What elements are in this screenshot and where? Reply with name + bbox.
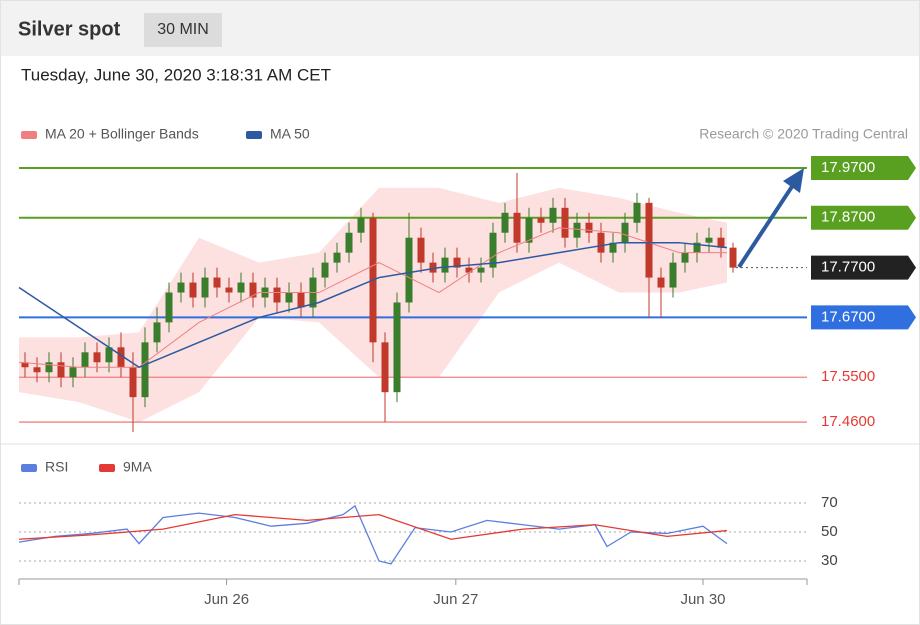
arrow-head: [783, 168, 804, 193]
candle-body: [633, 202, 641, 223]
candle-body: [441, 257, 449, 273]
credit: Research © 2020 Trading Central: [699, 126, 908, 142]
candle-body: [165, 292, 173, 323]
header-bar: [1, 1, 919, 56]
candle-body: [621, 222, 629, 243]
rsi-panel: 30 50 70 Jun 26 Jun 27 Jun 30 RSI 9MA: [18, 459, 838, 608]
timestamp: Tuesday, June 30, 2020 3:18:31 AM CET: [21, 65, 331, 84]
candle-body: [201, 277, 209, 298]
candle-body: [69, 367, 77, 378]
legend-swatch: [21, 464, 37, 472]
candle-body: [645, 202, 653, 278]
interval-label[interactable]: 30 MIN: [157, 21, 209, 38]
candle-body: [297, 292, 305, 308]
candle-body: [57, 362, 65, 378]
candle-body: [93, 352, 101, 363]
title: Silver spot: [18, 18, 121, 40]
candle-body: [417, 237, 425, 263]
x-tick-label: Jun 26: [204, 591, 249, 608]
price-panel: 17.9700 17.8700 17.7700 17.6700 17.5500 17.46…: [18, 126, 916, 433]
candle-body: [81, 352, 89, 368]
candle-body: [357, 217, 365, 233]
level-tag: [811, 155, 916, 180]
y-tick-label: 70: [821, 494, 838, 511]
candle-body: [597, 232, 605, 253]
level-tag: [811, 305, 916, 330]
candle-body: [453, 257, 461, 268]
level-tag: [811, 205, 916, 230]
candle-body: [681, 252, 689, 263]
candle-body: [477, 267, 485, 273]
level-label: 17.5500: [821, 368, 875, 385]
candle-body: [513, 212, 521, 243]
level-label: 17.6700: [821, 308, 875, 325]
rsi-line: [18, 513, 728, 540]
legend-label: MA 20 + Bollinger Bands: [45, 126, 199, 142]
candle-body: [393, 302, 401, 393]
candle-body: [321, 262, 329, 278]
candle-body: [693, 242, 701, 253]
candle-body: [345, 232, 353, 253]
candle-body: [669, 262, 677, 288]
candle-body: [381, 342, 389, 393]
candle-body: [45, 362, 53, 373]
level-label: 17.9700: [821, 159, 875, 176]
legend-swatch: [21, 131, 37, 139]
candle-body: [285, 292, 293, 303]
x-tick-label: Jun 27: [433, 591, 478, 608]
candle-body: [117, 347, 125, 368]
candle-body: [549, 207, 557, 223]
y-tick-label: 30: [821, 552, 838, 569]
legend-label: RSI: [45, 459, 68, 475]
candle-body: [561, 207, 569, 238]
arrow-shaft: [737, 183, 795, 269]
candle-body: [33, 367, 41, 373]
y-tick-label: 50: [821, 523, 838, 540]
candle-body: [609, 242, 617, 253]
candle-body: [573, 222, 581, 238]
candle-body: [705, 237, 713, 243]
level-label: 17.8700: [821, 209, 875, 226]
legend-swatch: [246, 131, 262, 139]
candle-body: [105, 347, 113, 363]
candle-body: [249, 282, 257, 298]
rsi-line: [18, 504, 728, 565]
candle-body: [141, 342, 149, 398]
candle-body: [177, 282, 185, 293]
interval-tab[interactable]: [144, 13, 222, 47]
legend-label: 9MA: [123, 459, 152, 475]
candle-body: [525, 217, 533, 243]
candle-body: [465, 267, 473, 273]
candle-body: [585, 222, 593, 233]
candle-body: [213, 277, 221, 288]
legend-label: MA 50: [270, 126, 310, 142]
legend-swatch: [99, 464, 115, 472]
candle-body: [405, 237, 413, 303]
candle-body: [129, 367, 137, 398]
candle-body: [501, 212, 509, 233]
candle-body: [225, 287, 233, 293]
candle-body: [429, 262, 437, 273]
candle-body: [21, 362, 29, 368]
level-label: 17.7700: [821, 259, 875, 276]
ma-line: [18, 241, 728, 369]
candle-body: [537, 217, 545, 223]
x-tick-label: Jun 30: [680, 591, 725, 608]
candle-body: [153, 322, 161, 343]
level-label: 17.4600: [821, 413, 875, 430]
candle-body: [273, 287, 281, 303]
candle-body: [717, 237, 725, 248]
candle-body: [189, 282, 197, 298]
candle-body: [237, 282, 245, 293]
candle-body: [333, 252, 341, 263]
candle-body: [657, 277, 665, 288]
level-tag: [811, 255, 916, 280]
candle-body: [489, 232, 497, 268]
candle-body: [729, 247, 737, 268]
